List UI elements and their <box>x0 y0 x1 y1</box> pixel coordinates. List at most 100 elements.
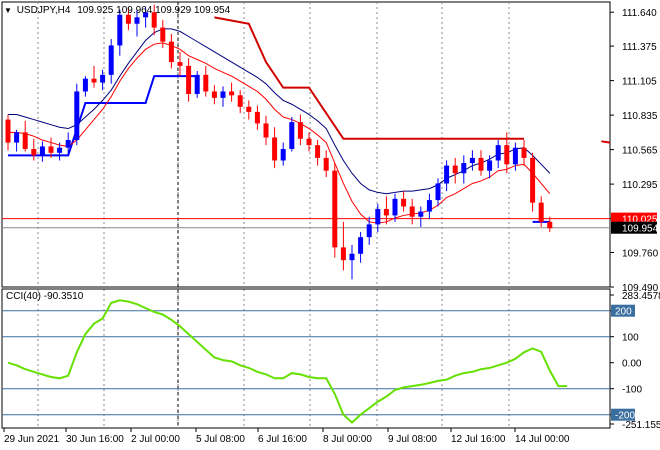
candle-body <box>100 74 106 83</box>
price-tick-label: 111.105 <box>622 77 657 88</box>
time-tick-label: 9 Jul 08:00 <box>388 434 437 445</box>
candle-body <box>452 165 458 174</box>
time-tick-label: 5 Jul 08:00 <box>196 434 245 445</box>
cci-tick-label: -251.1553 <box>622 420 660 431</box>
candlesticks <box>5 4 553 280</box>
candle-body <box>65 140 71 148</box>
candle-body <box>91 78 97 83</box>
candle-body <box>39 146 45 156</box>
cci-tick-label: 200 <box>615 307 632 318</box>
current-price-tag-label: 109.954 <box>622 224 659 235</box>
candle-body <box>358 237 364 254</box>
cci-panel-frame <box>1 288 611 429</box>
candle-body <box>82 78 88 92</box>
candle-body <box>495 145 501 161</box>
candle-body <box>547 221 553 229</box>
candle-body <box>289 122 295 149</box>
candle-body <box>246 106 252 112</box>
time-tick-label: 12 Jul 16:00 <box>451 434 506 445</box>
cci-line <box>7 299 567 424</box>
cci-tick-label: -100 <box>622 385 642 396</box>
time-tick-label: 14 Jul 00:00 <box>515 434 570 445</box>
candle-body <box>349 253 355 261</box>
cci-label: CCI(40) -90.3510 <box>6 291 84 302</box>
price-tick-label: 109.490 <box>622 283 659 294</box>
moving-averages <box>8 28 551 224</box>
candle-body <box>332 170 338 248</box>
time-tick-label: 30 Jun 16:00 <box>66 434 124 445</box>
candle-body <box>521 147 527 158</box>
candle-body <box>74 91 80 141</box>
candle-body <box>444 165 450 184</box>
candle-body <box>177 62 183 66</box>
current-price-tag <box>611 221 657 234</box>
candle-body <box>297 122 303 139</box>
candle-body <box>366 224 372 238</box>
candle-body <box>478 157 484 171</box>
cci-tick-label: -200 <box>615 411 635 422</box>
candle-body <box>237 95 243 107</box>
symbol-dropdown-icon[interactable]: ▼ <box>4 6 12 15</box>
price-level-tag-label: 110.025 <box>622 215 658 226</box>
candle-body <box>306 138 312 146</box>
candle-body <box>151 12 157 28</box>
trailing-stop-blue <box>8 75 198 157</box>
candle-body <box>211 91 217 98</box>
candle-body <box>435 183 441 201</box>
symbol-label: USDJPY,H4 <box>17 5 71 16</box>
candle-body <box>5 119 11 143</box>
cci-tick-label: 100 <box>622 333 639 344</box>
cci-tick-label: 283.4578 <box>622 291 660 302</box>
slow-ma-line <box>8 28 551 195</box>
fast-ma-line <box>8 42 551 224</box>
candle-body <box>48 146 54 153</box>
candle-body <box>383 209 389 216</box>
price-tick-label: 110.835 <box>622 111 658 122</box>
candle-body <box>280 148 286 161</box>
candle-body <box>340 247 346 261</box>
candle-body <box>375 209 381 225</box>
candle-body <box>117 14 123 46</box>
candle-body <box>272 137 278 161</box>
price-tick-label: 110.565 <box>622 146 658 157</box>
candle-body <box>160 27 166 42</box>
ohlc-label: 109.925 109.964 109.929 109.954 <box>77 5 230 16</box>
vertical-grid <box>37 2 510 428</box>
candle-body <box>512 147 518 165</box>
candle-body <box>194 74 200 95</box>
candle-body <box>125 14 131 24</box>
candle-body <box>409 206 415 217</box>
candle-body <box>401 198 407 207</box>
candle-body <box>229 91 235 96</box>
candle-body <box>530 157 536 203</box>
cci-level-tag <box>611 408 635 421</box>
time-axis: 29 Jun 2021 30 Jun 16:00 2 Jul 00:00 5 Jul … <box>3 428 570 445</box>
time-tick-label: 29 Jun 2021 <box>4 434 59 445</box>
price-tick-label: 111.375 <box>622 42 657 53</box>
price-level-tag <box>611 212 657 225</box>
price-axis: 111.640 111.375 111.105 110.835 110.565 110.2… <box>610 8 659 294</box>
candle-body <box>186 65 192 95</box>
candle-body <box>14 132 20 143</box>
trailing-stop-red <box>601 140 611 144</box>
candle-body <box>108 45 114 75</box>
candle-body <box>203 74 209 92</box>
candle-body <box>461 163 467 174</box>
cci-panel: 283.4578 200 100 0.00 -100 -200-251.1553 <box>1 288 660 431</box>
time-tick-label: 6 Jul 16:00 <box>258 434 307 445</box>
candle-body <box>220 91 226 98</box>
candle-body <box>315 145 321 158</box>
price-tick-label: 111.640 <box>622 8 657 19</box>
candle-body <box>143 12 149 18</box>
candle-body <box>31 148 37 156</box>
candle-body <box>418 211 424 217</box>
cci-tick-label: 0.00 <box>622 359 642 370</box>
candle-body <box>487 160 493 171</box>
price-tick-label: 110.295 <box>622 180 658 191</box>
candle-body <box>538 202 544 222</box>
candle-body <box>392 198 398 216</box>
cci-level-tag <box>611 304 635 317</box>
candle-body <box>134 17 140 24</box>
